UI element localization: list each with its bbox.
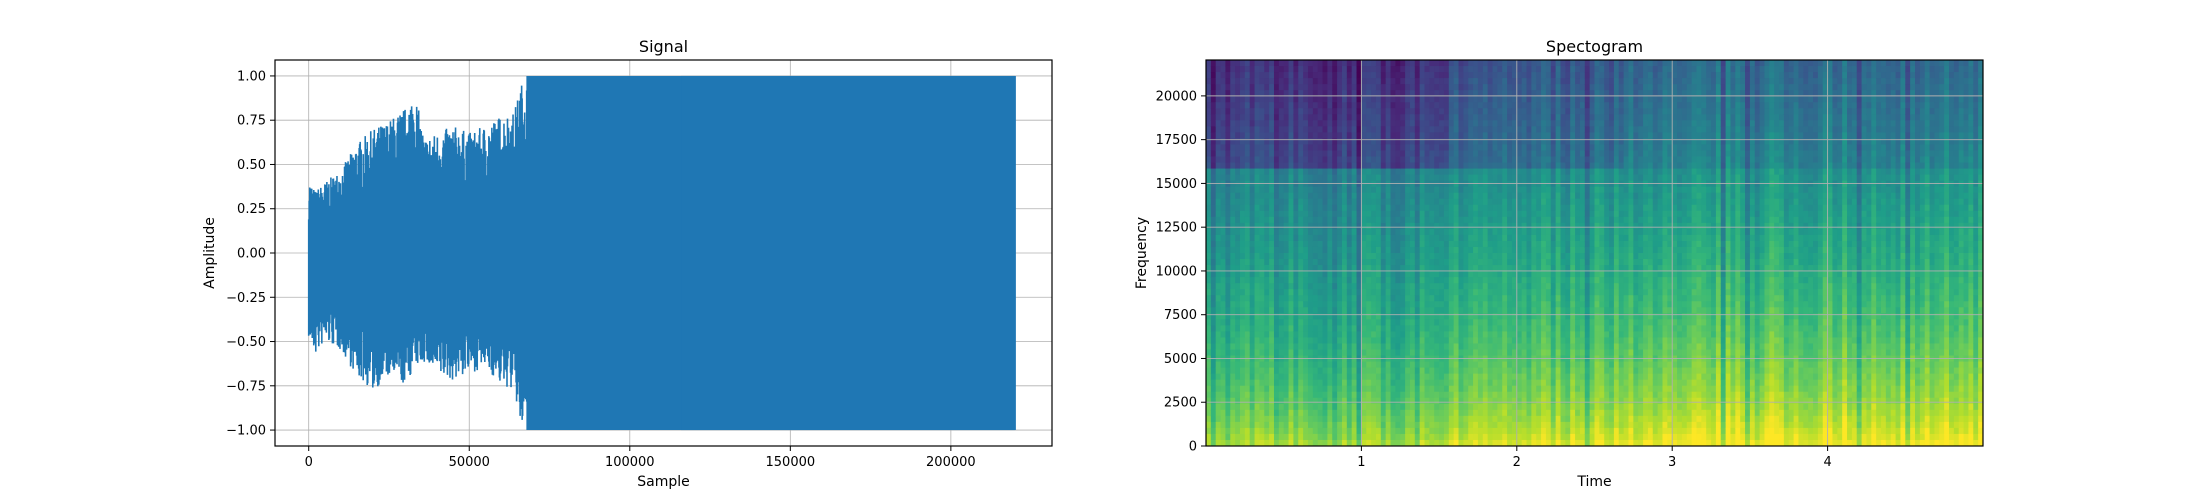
spectrogram-y-tick-label: 10000 [1156, 264, 1197, 279]
spectrogram-x-tick-label: 3 [1668, 455, 1676, 470]
spectrogram-y-ticks: 0 2500 5000 7500 10000 12500 15000 17500 20000 [1156, 89, 1206, 455]
signal-x-tick-label: 150000 [766, 455, 816, 470]
spectrogram-y-tick-label: 17500 [1156, 133, 1197, 148]
spectrogram-x-axis-label: Time [1576, 474, 1611, 490]
spectrogram-x-tick-label: 1 [1357, 455, 1365, 470]
signal-y-tick-label: −0.75 [226, 379, 266, 394]
spectrogram-y-tick-label: 0 [1189, 440, 1197, 455]
signal-x-tick-label: 100000 [605, 455, 655, 470]
signal-y-tick-label: −0.50 [226, 335, 266, 350]
signal-x-axis-label: Sample [637, 474, 690, 490]
signal-x-ticks: 0 50000 100000 150000 200000 [305, 446, 976, 470]
spectrogram-x-ticks: 1 2 3 4 [1357, 446, 1832, 470]
signal-y-tick-label: 0.00 [237, 247, 266, 262]
signal-y-tick-label: 0.75 [237, 114, 266, 129]
signal-title: Signal [639, 37, 688, 56]
spectrogram-y-tick-label: 5000 [1164, 352, 1197, 367]
signal-y-tick-label: −0.25 [226, 291, 266, 306]
spectrogram-image [1206, 60, 1983, 446]
signal-y-ticks: 1.00 0.75 0.50 0.25 0.00 −0.25 −0.50 −0.75 −1.00 [226, 69, 275, 439]
signal-saturated-region [681, 75, 1016, 431]
spectrogram-y-axis-label: Frequency [1134, 217, 1150, 289]
spectrogram-plot-frame [1205, 59, 1984, 447]
spectrogram-y-tick-label: 20000 [1156, 89, 1197, 104]
spectrogram-chart: Spectogram 1 2 3 4 0 2500 5000 7500 10000 12500 1… [1134, 37, 1984, 490]
signal-y-axis-label: Amplitude [202, 217, 218, 289]
spectrogram-y-tick-label: 12500 [1156, 221, 1197, 236]
spectrogram-y-tick-label: 2500 [1164, 396, 1197, 411]
signal-y-tick-label: −1.00 [226, 424, 266, 439]
signal-x-tick-label: 0 [305, 455, 313, 470]
spectrogram-y-tick-label: 7500 [1164, 308, 1197, 323]
signal-y-tick-label: 0.25 [237, 202, 266, 217]
signal-waveform [307, 75, 1016, 431]
spectrogram-title: Spectogram [1546, 37, 1643, 56]
spectrogram-x-tick-label: 2 [1513, 455, 1521, 470]
spectrogram-x-tick-label: 4 [1823, 455, 1831, 470]
signal-y-tick-label: 0.50 [237, 158, 266, 173]
signal-x-tick-label: 50000 [449, 455, 490, 470]
spectrogram-y-tick-label: 15000 [1156, 177, 1197, 192]
signal-x-tick-label: 200000 [926, 455, 976, 470]
signal-y-tick-label: 1.00 [237, 69, 266, 84]
signal-chart: Signal 0 50000 100000 150000 200000 1.00 0.75… [202, 37, 1053, 490]
